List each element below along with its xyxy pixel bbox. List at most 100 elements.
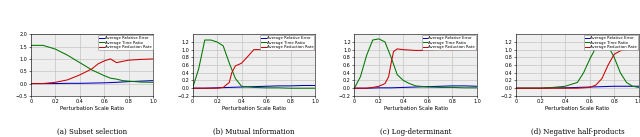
Average Reduction Rate: [237, 62, 245, 64]
Average Reduction Rate: [387, 62, 395, 64]
Average Time Ratio: [76, 62, 84, 63]
Average Reduction Rate: [125, 59, 132, 61]
Average Relative Error: [473, 85, 481, 87]
Average Reduction Rate: [113, 62, 120, 63]
Legend: Average Relative Error, Average Time Ratio, Average Reduction Rate: Average Relative Error, Average Time Rat…: [98, 35, 152, 50]
Average Time Ratio: [616, 72, 624, 74]
Average Time Ratio: [262, 87, 270, 89]
Average Relative Error: [237, 86, 245, 88]
Average Time Ratio: [39, 45, 47, 46]
Average Time Ratio: [449, 87, 456, 88]
Average Reduction Rate: [623, 49, 630, 50]
Average Time Ratio: [586, 58, 593, 60]
Line: Average Relative Error: Average Relative Error: [31, 81, 154, 84]
Average Reduction Rate: [275, 49, 282, 50]
Average Reduction Rate: [369, 87, 376, 88]
Average Reduction Rate: [390, 51, 397, 52]
Average Relative Error: [424, 86, 432, 88]
Average Reduction Rate: [88, 68, 96, 70]
Text: (a) Subset selection: (a) Subset selection: [57, 128, 127, 136]
Average Reduction Rate: [635, 49, 640, 50]
Average Reduction Rate: [436, 49, 444, 50]
X-axis label: Perturbation Scale Ratio: Perturbation Scale Ratio: [383, 106, 447, 111]
Average Reduction Rate: [63, 79, 71, 81]
Average Reduction Rate: [228, 72, 236, 74]
Average Relative Error: [387, 87, 395, 89]
Average Reduction Rate: [311, 49, 319, 50]
Average Time Ratio: [604, 45, 612, 47]
Average Reduction Rate: [616, 50, 624, 52]
Average Time Ratio: [580, 72, 588, 74]
X-axis label: Perturbation Scale Ratio: Perturbation Scale Ratio: [545, 106, 609, 111]
Average Reduction Rate: [236, 63, 243, 65]
Average Reduction Rate: [39, 83, 47, 84]
Legend: Average Relative Error, Average Time Ratio, Average Reduction Rate: Average Relative Error, Average Time Rat…: [260, 35, 314, 50]
Average Time Ratio: [299, 87, 307, 89]
Average Time Ratio: [250, 87, 258, 88]
Average Reduction Rate: [549, 87, 557, 89]
Average Relative Error: [412, 86, 419, 88]
Average Time Ratio: [311, 87, 319, 89]
Average Reduction Rate: [381, 83, 389, 84]
Average Time Ratio: [537, 87, 545, 89]
Line: Average Relative Error: Average Relative Error: [193, 85, 315, 88]
Average Reduction Rate: [449, 49, 456, 51]
Average Time Ratio: [573, 82, 581, 83]
Average Time Ratio: [88, 69, 96, 71]
Average Time Ratio: [213, 41, 221, 43]
Average Relative Error: [88, 82, 96, 84]
Average Time Ratio: [381, 41, 389, 43]
Line: Average Time Ratio: Average Time Ratio: [31, 45, 154, 82]
Average Time Ratio: [592, 47, 600, 48]
Average Time Ratio: [598, 41, 606, 43]
Average Reduction Rate: [351, 87, 358, 89]
Average Time Ratio: [232, 78, 239, 79]
Average Relative Error: [137, 80, 145, 82]
Average Relative Error: [287, 85, 294, 87]
Average Relative Error: [586, 86, 593, 88]
Average Relative Error: [262, 85, 270, 87]
Line: Average Reduction Rate: Average Reduction Rate: [193, 50, 315, 88]
Line: Average Time Ratio: Average Time Ratio: [193, 40, 315, 88]
Average Time Ratio: [150, 82, 157, 83]
Average Relative Error: [449, 85, 456, 87]
Average Reduction Rate: [287, 49, 294, 50]
Average Reduction Rate: [262, 49, 270, 50]
Average Time Ratio: [406, 83, 413, 84]
Average Reduction Rate: [598, 78, 606, 79]
Average Reduction Rate: [385, 76, 392, 77]
Average Time Ratio: [394, 74, 401, 75]
Average Reduction Rate: [537, 87, 545, 89]
Average Time Ratio: [461, 87, 468, 89]
Average Time Ratio: [525, 87, 532, 89]
Average Reduction Rate: [201, 87, 209, 89]
Average Time Ratio: [387, 57, 395, 58]
Line: Average Time Ratio: Average Time Ratio: [516, 42, 639, 88]
Average Time Ratio: [399, 80, 407, 81]
Average Reduction Rate: [137, 59, 145, 60]
Average Reduction Rate: [611, 53, 618, 55]
Average Time Ratio: [100, 75, 108, 76]
Average Reduction Rate: [461, 49, 468, 50]
Average Reduction Rate: [220, 87, 227, 88]
Average Relative Error: [611, 85, 618, 87]
Average Reduction Rate: [424, 50, 432, 51]
Average Reduction Rate: [299, 49, 307, 50]
Average Relative Error: [189, 87, 196, 89]
Average Relative Error: [150, 80, 157, 81]
Average Relative Error: [201, 87, 209, 89]
Average Time Ratio: [287, 87, 294, 89]
Average Reduction Rate: [604, 64, 612, 66]
Average Relative Error: [375, 87, 383, 89]
Average Reduction Rate: [119, 61, 127, 62]
Average Time Ratio: [356, 76, 364, 77]
Text: (d) Negative half-products: (d) Negative half-products: [531, 128, 624, 136]
Average Reduction Rate: [399, 49, 407, 50]
Average Reduction Rate: [512, 87, 520, 89]
Average Reduction Rate: [189, 87, 196, 89]
Line: Average Relative Error: Average Relative Error: [516, 86, 639, 88]
Average Relative Error: [100, 82, 108, 84]
Average Relative Error: [33, 83, 41, 84]
Average Reduction Rate: [94, 63, 102, 65]
Average Time Ratio: [351, 87, 358, 89]
